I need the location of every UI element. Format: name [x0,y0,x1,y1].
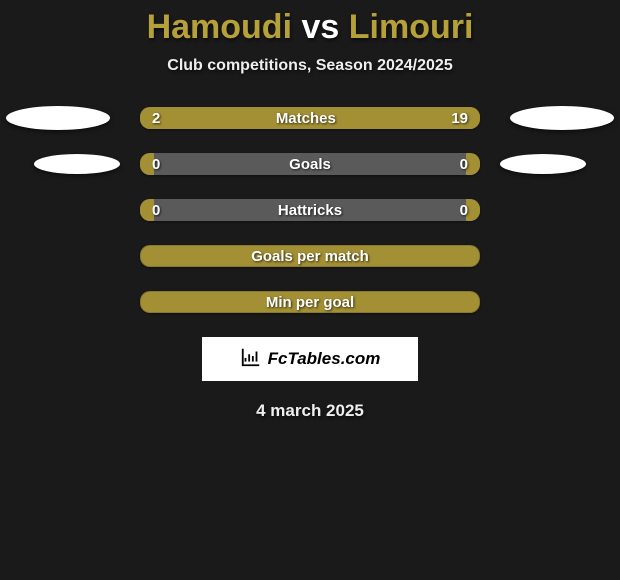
stat-value-left: 2 [152,110,160,127]
stat-row: 0Goals0 [0,153,620,175]
stat-label: Min per goal [152,294,468,311]
stat-bar: 0Hattricks0 [140,199,480,221]
stat-rows: 2Matches190Goals00Hattricks0Goals per ma… [0,107,620,313]
stat-label: Goals [160,156,459,173]
bar-chart-icon [240,346,262,373]
brand-text: FcTables.com [268,349,381,369]
player-badge-left [6,106,110,130]
vs-word: vs [301,8,348,46]
stat-bar: 2Matches19 [140,107,480,129]
stat-value-left: 0 [152,156,160,173]
stat-row: 2Matches19 [0,107,620,129]
stat-label: Matches [160,110,451,127]
stat-value-right: 0 [460,202,468,219]
stat-bar: Goals per match [140,245,480,267]
player-badge-right [510,106,614,130]
bar-overlay: 2Matches19 [140,107,480,129]
bar-overlay: 0Goals0 [140,153,480,175]
player1-name: Hamoudi [147,8,292,46]
brand-badge[interactable]: FcTables.com [202,337,418,381]
date-text: 4 march 2025 [0,401,620,421]
stat-label: Hattricks [160,202,459,219]
competition-subtitle: Club competitions, Season 2024/2025 [0,57,620,75]
bar-overlay: Goals per match [140,245,480,267]
player2-name: Limouri [349,8,474,46]
stat-value-left: 0 [152,202,160,219]
player-badge-left [34,154,120,174]
comparison-title: Hamoudi vs Limouri [0,8,620,47]
stat-value-right: 0 [460,156,468,173]
stat-label: Goals per match [152,248,468,265]
stat-value-right: 19 [451,110,468,127]
stat-row: Goals per match [0,245,620,267]
stat-row: Min per goal [0,291,620,313]
stat-bar: 0Goals0 [140,153,480,175]
bar-overlay: 0Hattricks0 [140,199,480,221]
bar-overlay: Min per goal [140,291,480,313]
stat-row: 0Hattricks0 [0,199,620,221]
stat-bar: Min per goal [140,291,480,313]
player-badge-right [500,154,586,174]
